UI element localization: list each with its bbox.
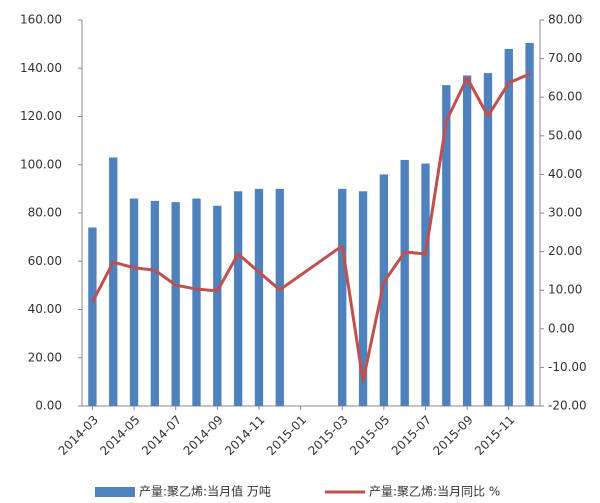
x-tick-label: 2014-07 bbox=[139, 413, 184, 458]
bar bbox=[150, 200, 160, 406]
bar bbox=[213, 205, 222, 406]
y2-tick-label: 80.00 bbox=[548, 13, 582, 27]
x-tick-label: 2014-09 bbox=[181, 413, 226, 458]
x-tick-label: 2015-03 bbox=[305, 413, 350, 458]
y-tick-label: 0.00 bbox=[35, 399, 62, 413]
y2-tick-label: 30.00 bbox=[548, 206, 582, 220]
y2-tick-label: 40.00 bbox=[548, 167, 582, 181]
y-tick-label: 80.00 bbox=[28, 206, 62, 220]
x-tick-label: 2014-05 bbox=[97, 413, 142, 458]
x-tick-label: 2015-01 bbox=[264, 413, 309, 458]
line bbox=[340, 72, 531, 383]
line bbox=[91, 252, 281, 303]
bar bbox=[129, 198, 139, 406]
bar bbox=[171, 202, 180, 406]
legend-label: 产量:聚乙烯:当月值 万吨 bbox=[139, 484, 271, 499]
y2-tick-label: 20.00 bbox=[548, 244, 582, 258]
bar bbox=[109, 157, 118, 406]
y2-tick-label: 0.00 bbox=[548, 321, 575, 335]
bar bbox=[233, 191, 243, 406]
y-tick-label: 100.00 bbox=[20, 157, 62, 171]
y-tick-label: 140.00 bbox=[20, 61, 62, 75]
x-tick-label: 2015-11 bbox=[472, 413, 517, 458]
x-tick-label: 2015-09 bbox=[430, 413, 475, 458]
bar bbox=[358, 191, 368, 406]
bar bbox=[192, 198, 201, 406]
y2-tick-label: -10.00 bbox=[548, 360, 587, 374]
legend-swatch bbox=[95, 487, 135, 497]
bar bbox=[442, 85, 451, 406]
line-gap-connector bbox=[278, 244, 344, 292]
bar bbox=[462, 75, 472, 407]
y-tick-label: 160.00 bbox=[20, 13, 62, 27]
y-tick-label: 40.00 bbox=[28, 302, 62, 316]
x-tick-label: 2015-05 bbox=[347, 413, 392, 458]
x-tick-label: 2015-07 bbox=[389, 413, 434, 458]
bar bbox=[338, 188, 347, 406]
y-tick-label: 120.00 bbox=[20, 109, 62, 123]
y2-tick-label: 10.00 bbox=[548, 283, 582, 297]
bar bbox=[88, 227, 97, 406]
bar bbox=[400, 159, 409, 406]
legend-label: 产量:聚乙烯:当月同比 % bbox=[369, 485, 500, 499]
bar bbox=[421, 163, 430, 406]
bar bbox=[504, 48, 513, 406]
y2-tick-label: 70.00 bbox=[548, 51, 582, 65]
bar bbox=[275, 188, 284, 406]
bar bbox=[483, 73, 493, 406]
y-tick-label: 60.00 bbox=[28, 254, 62, 268]
y-tick-label: 20.00 bbox=[28, 350, 62, 364]
y2-tick-label: 50.00 bbox=[548, 128, 582, 142]
x-tick-label: 2014-11 bbox=[222, 413, 267, 458]
y2-tick-label: -20.00 bbox=[548, 399, 587, 413]
y2-tick-label: 60.00 bbox=[548, 90, 582, 104]
bar bbox=[379, 174, 389, 406]
bar bbox=[254, 188, 264, 406]
bar bbox=[525, 42, 534, 406]
x-tick-label: 2014-03 bbox=[56, 413, 101, 458]
